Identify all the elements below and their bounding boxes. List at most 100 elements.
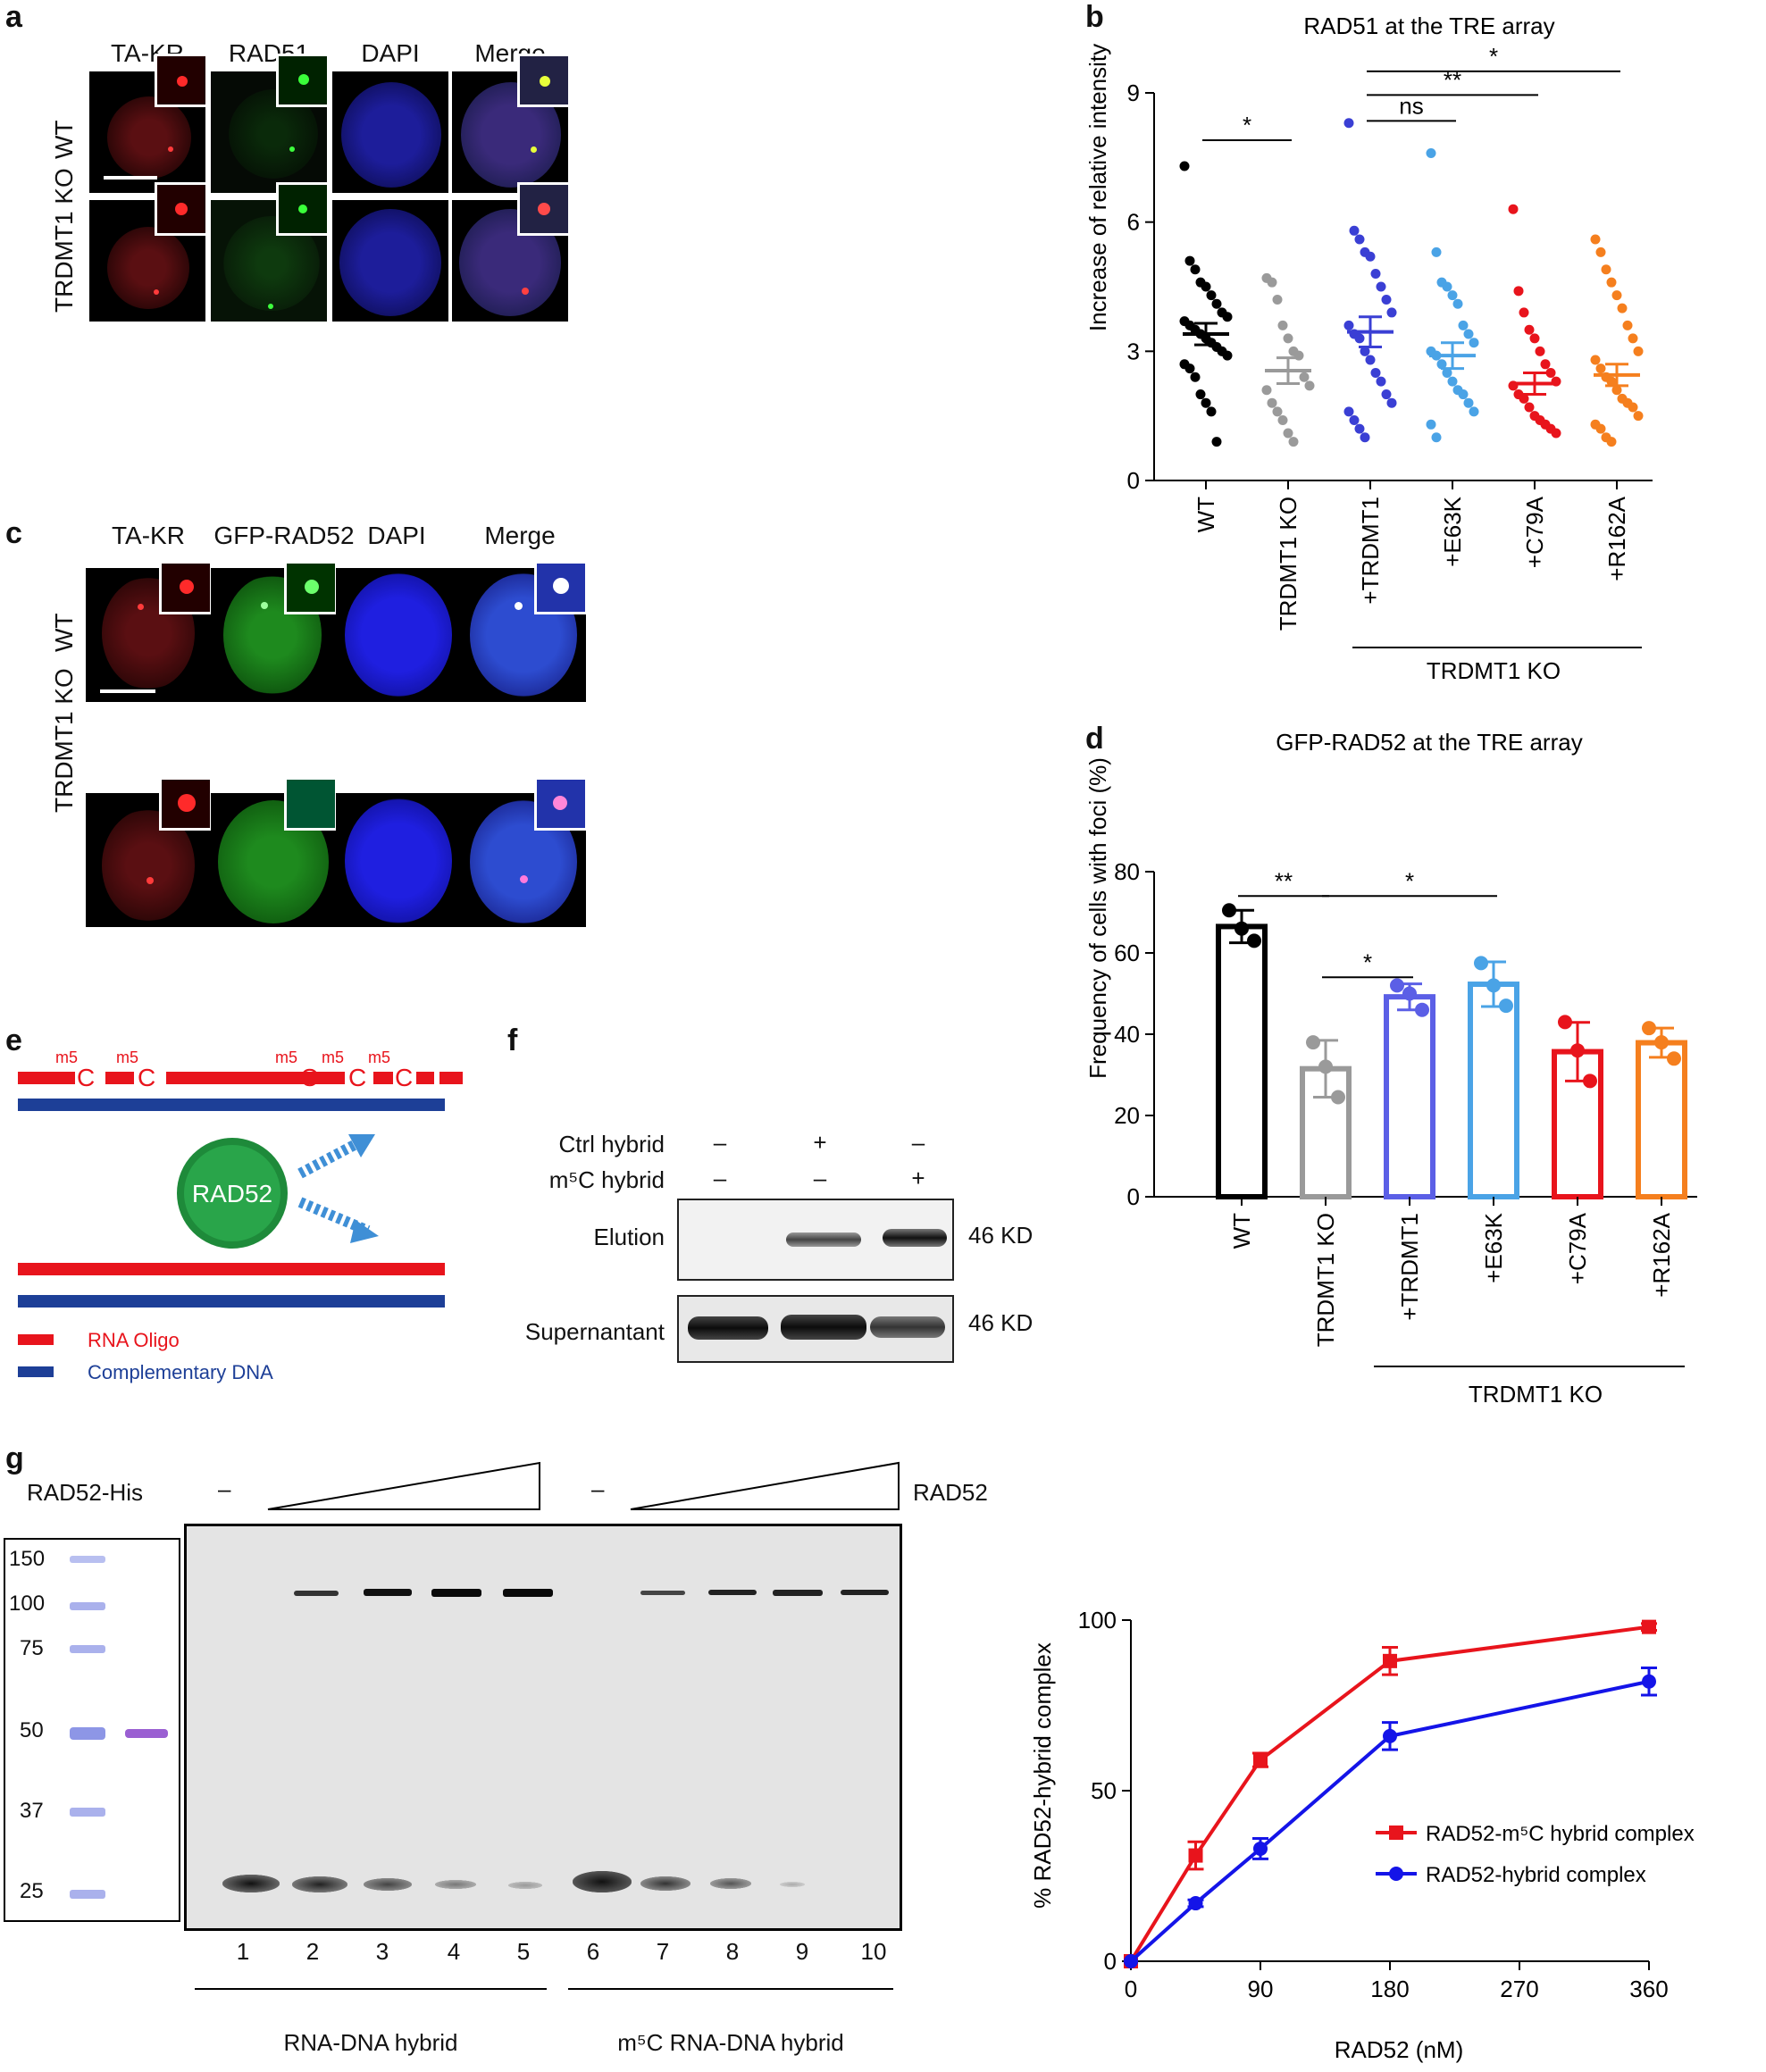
data-point: [1426, 419, 1436, 430]
mw-label: 46 KD: [968, 1309, 1034, 1336]
bar: [1636, 1040, 1687, 1199]
rad52-label: RAD52: [913, 1479, 988, 1506]
row-label-wt: WT: [50, 613, 78, 652]
panel-letter-f: f: [507, 1023, 518, 1057]
blot-label-supernatant: Supernantant: [524, 1318, 665, 1345]
legend-swatch-rna: [18, 1334, 54, 1345]
lane-sign: –: [911, 1129, 925, 1156]
data-point: [1590, 355, 1601, 365]
data-point: [1343, 406, 1354, 417]
x-tick-label: +TRDMT1: [1396, 1213, 1423, 1321]
free-probe-band: [364, 1878, 412, 1891]
data-point: [1583, 1074, 1597, 1089]
complex-band: [294, 1591, 339, 1596]
group-label-rna-dna: RNA-DNA hybrid: [283, 2029, 458, 2056]
data-point: [1499, 998, 1513, 1014]
panel-letter-d: d: [1085, 722, 1104, 756]
dna-strand: [18, 1295, 445, 1308]
lane-number: 1: [236, 1938, 250, 1965]
data-point: [1343, 320, 1354, 330]
data-point: [1436, 359, 1447, 370]
data-point: [1386, 307, 1397, 318]
data-point: [1354, 333, 1365, 344]
data-point: [1222, 350, 1233, 361]
data-point: [1390, 978, 1404, 993]
x-tick-label: 90: [1248, 1976, 1274, 2002]
western-blot-supernatant: [677, 1295, 954, 1363]
concentration-wedge: [267, 1461, 540, 1510]
x-tick-label: WT: [1228, 1213, 1255, 1249]
row-label-m5c-hybrid: m⁵C hybrid: [548, 1166, 665, 1193]
dna-strand: [18, 1099, 445, 1111]
micrograph-dapi-wt: [332, 71, 448, 193]
row-label-ctrl-hybrid: Ctrl hybrid: [558, 1131, 665, 1157]
c-base: C: [138, 1064, 155, 1091]
inset-zoom: [284, 561, 338, 614]
complex-band: [708, 1590, 757, 1595]
data-point: [1469, 406, 1479, 417]
ladder-label: 25: [20, 1879, 44, 1903]
data-point: [1365, 355, 1376, 365]
data-point: [1370, 367, 1381, 378]
bar: [1216, 923, 1268, 1200]
free-probe-band: [292, 1876, 347, 1892]
data-point: [1540, 359, 1551, 370]
data-point: [1206, 290, 1217, 301]
lane-number: 4: [447, 1938, 461, 1965]
data-point: [1272, 406, 1283, 417]
panel-letter-a: a: [5, 0, 22, 34]
col-header-gfp-rad52: GFP-RAD52: [213, 522, 355, 549]
data-point: [1188, 1848, 1203, 1863]
x-tick-label: +E63K: [1439, 496, 1466, 566]
lane-number: 5: [516, 1938, 531, 1965]
data-point: [1318, 1059, 1333, 1074]
data-point: [1469, 338, 1479, 348]
data-point: [1595, 363, 1606, 374]
data-point: [1184, 363, 1195, 374]
y-tick-label: 40: [1114, 1021, 1140, 1048]
scale-bar: [104, 176, 157, 180]
row-label-trdmt1-ko: TRDMT1 KO: [50, 668, 78, 813]
x-tick-label: 180: [1370, 1976, 1409, 2002]
y-tick-label: 50: [1091, 1777, 1117, 1804]
x-tick-label: +TRDMT1: [1357, 497, 1384, 605]
data-point: [1261, 385, 1272, 396]
data-point: [1628, 402, 1638, 413]
data-point: [1642, 1619, 1656, 1634]
data-point: [1595, 246, 1606, 257]
inset-zoom: [155, 54, 208, 107]
y-tick-label: 0: [1104, 1948, 1117, 1975]
y-tick-label: 80: [1114, 858, 1140, 885]
m5c-mark: m5: [55, 1049, 78, 1066]
complex-band: [640, 1591, 685, 1595]
data-point: [1431, 246, 1442, 257]
data-point: [1426, 148, 1436, 159]
x-tick-label: +E63K: [1480, 1212, 1507, 1282]
data-point: [1431, 432, 1442, 443]
c-base: C: [77, 1064, 95, 1091]
data-point: [1201, 397, 1211, 408]
data-point: [1508, 204, 1519, 214]
x-tick-label: 360: [1629, 1976, 1668, 2002]
data-point: [1415, 1002, 1429, 1017]
rad52-label: RAD52: [192, 1180, 272, 1207]
significance-label: *: [1405, 867, 1414, 894]
micrograph-ta-kr-ko: [86, 793, 211, 927]
inset-zoom: [159, 561, 213, 614]
ladder-label: 75: [20, 1636, 44, 1660]
significance-label: ns: [1399, 92, 1423, 119]
y-tick-label: 60: [1114, 940, 1140, 966]
x-tick-label: TRDMT1 KO: [1275, 497, 1301, 631]
chart-b-title: RAD51 at the TRE array: [1303, 13, 1554, 39]
complex-band: [773, 1590, 823, 1596]
data-point: [1601, 264, 1611, 275]
data-point: [1447, 290, 1458, 301]
data-point: [1299, 372, 1310, 382]
x-tick-label: +R162A: [1603, 496, 1630, 581]
lane-number: 7: [656, 1938, 670, 1965]
lane-number: 9: [795, 1938, 809, 1965]
lane-number: 10: [860, 1938, 887, 1965]
chart-d-title: GFP-RAD52 at the TRE array: [1276, 729, 1582, 756]
chart-d-ylabel: Frequency of cells with foci (%): [1084, 757, 1111, 1079]
group-bracket: [568, 1988, 893, 1990]
